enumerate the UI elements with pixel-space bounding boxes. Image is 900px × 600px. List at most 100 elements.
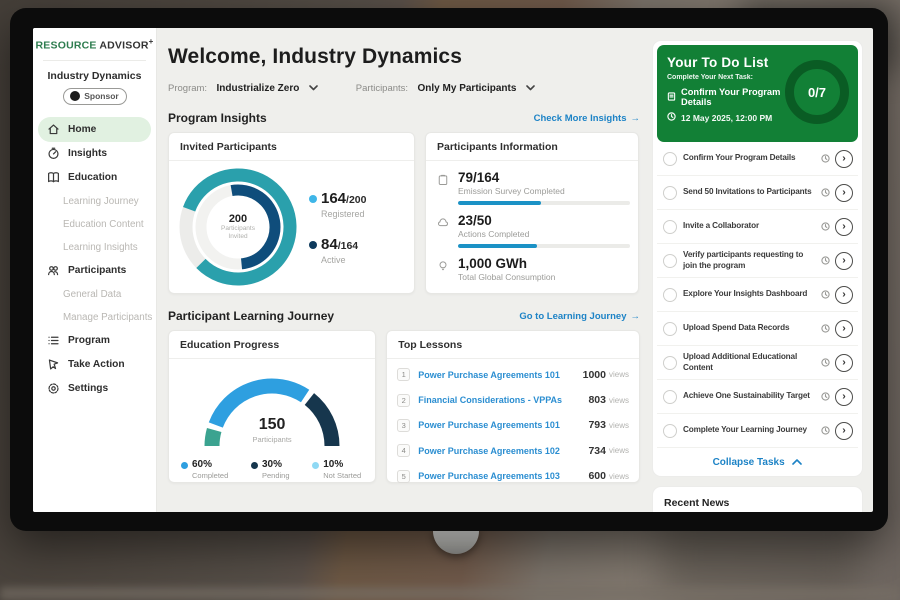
task-checkbox[interactable] — [663, 151, 677, 166]
views-word: views — [608, 395, 629, 405]
lesson-link[interactable]: Power Purchase Agreements 101 — [418, 369, 560, 380]
sidebar-item-education[interactable]: Education — [33, 166, 156, 190]
task-checkbox[interactable] — [663, 185, 677, 200]
section-title: Program Insights — [168, 111, 267, 125]
task-open-button[interactable]: › — [835, 217, 853, 236]
pending-clock-icon — [821, 354, 830, 372]
sidebar-item-insights[interactable]: Insights — [33, 142, 156, 166]
task-checkbox[interactable] — [663, 355, 677, 370]
lesson-link[interactable]: Power Purchase Agreements 101 — [418, 420, 560, 431]
task-open-button[interactable]: › — [835, 183, 853, 202]
task-open-button[interactable]: › — [835, 149, 853, 168]
task-checkbox[interactable] — [663, 253, 677, 268]
task-checkbox[interactable] — [663, 219, 677, 234]
pending-clock-icon — [821, 252, 830, 270]
book-icon — [47, 171, 60, 184]
progress-bar-fill — [458, 244, 538, 248]
task-open-button[interactable]: › — [835, 319, 853, 338]
donut-center-caption: Invited — [228, 233, 248, 240]
sidebar-item-program[interactable]: Program — [33, 329, 156, 353]
page-title: Welcome, Industry Dynamics — [168, 45, 462, 68]
todo-panel: Your To Do List Complete Your Next Task:… — [652, 40, 863, 477]
org-name: Industry Dynamics — [47, 69, 142, 82]
task-item[interactable]: Upload Spend Data Records › — [657, 312, 858, 346]
legend-pct: 60% — [192, 459, 213, 470]
task-item[interactable]: Upload Additional Educational Content › — [657, 346, 858, 380]
progress-bar-track — [458, 244, 630, 248]
sidebar-item-label: Learning Insights — [63, 241, 138, 253]
lesson-link[interactable]: Power Purchase Agreements 103 — [418, 471, 560, 482]
learning-journey-section-header: Participant Learning Journey Go to Learn… — [168, 309, 640, 323]
task-label: Complete Your Learning Journey — [683, 425, 807, 435]
collapse-tasks-link[interactable]: Collapse Tasks — [657, 448, 858, 476]
task-label: Send 50 Invitations to Participants — [683, 187, 812, 197]
task-open-button[interactable]: › — [835, 421, 853, 440]
gauge-center-caption: Participants — [252, 435, 292, 444]
program-filter[interactable]: Program: Industrialize Zero — [168, 78, 318, 96]
people-icon — [47, 264, 60, 277]
sidebar-item-label: Participants — [68, 265, 127, 276]
task-open-button[interactable]: › — [835, 387, 853, 406]
todo-hero-card: Your To Do List Complete Your Next Task:… — [657, 45, 858, 142]
sidebar-item-label: Learning Journey — [63, 195, 139, 207]
legend-value: 164 — [321, 189, 347, 207]
lessons-list: 1 Power Purchase Agreements 101 1000 vie… — [387, 359, 639, 489]
sidebar-item-learning-insights[interactable]: Learning Insights — [33, 236, 156, 259]
task-open-button[interactable]: › — [835, 353, 853, 372]
task-checkbox[interactable] — [663, 321, 677, 336]
participants-info-body: 79/164 Emission Survey Completed 23/50 A… — [426, 161, 638, 282]
task-open-button[interactable]: › — [835, 251, 853, 270]
link-label: Go to Learning Journey — [519, 310, 627, 322]
sidebar-item-education-content[interactable]: Education Content — [33, 213, 156, 236]
task-label: Upload Spend Data Records — [683, 323, 790, 333]
home-icon — [47, 123, 60, 136]
participants-filter[interactable]: Participants: Only My Participants — [356, 78, 535, 96]
legend-item-not-started: 10% Not Started — [312, 459, 361, 480]
sidebar-item-take-action[interactable]: Take Action — [33, 353, 156, 377]
sponsor-icon — [70, 91, 81, 101]
sidebar-item-learning-journey[interactable]: Learning Journey — [33, 190, 156, 213]
task-item[interactable]: Send 50 Invitations to Participants › — [657, 176, 858, 210]
legend-pct: 30% — [262, 459, 283, 470]
sidebar-item-participants[interactable]: Participants — [33, 259, 156, 283]
go-to-learning-journey-link[interactable]: Go to Learning Journey → — [519, 311, 640, 322]
legend-item-completed: 60% Completed — [181, 459, 228, 480]
pending-clock-icon — [821, 286, 830, 304]
todo-title: Your To Do List — [667, 55, 769, 70]
participants-filter-value: Only My Participants — [417, 83, 517, 94]
task-item[interactable]: Explore Your Insights Dashboard › — [657, 278, 858, 312]
views-count: 803 — [588, 394, 606, 407]
sidebar-item-label: Insights — [68, 148, 108, 159]
not-started-dot-icon — [312, 462, 320, 469]
task-open-button[interactable]: › — [835, 285, 853, 304]
task-item[interactable]: Verify participants requesting to join t… — [657, 244, 858, 278]
chevron-down-icon — [308, 78, 318, 96]
program-filter-label: Program: — [168, 83, 208, 94]
sidebar-item-home[interactable]: Home — [38, 116, 151, 142]
legend-value: 84 — [321, 235, 338, 253]
sidebar-item-label: Settings — [68, 383, 109, 394]
task-label: Explore Your Insights Dashboard — [683, 289, 808, 299]
lesson-link[interactable]: Power Purchase Agreements 102 — [418, 445, 560, 456]
task-checkbox[interactable] — [663, 389, 677, 404]
rank-badge: 3 — [397, 418, 411, 432]
donut-center-label: 200 Participants Invited — [175, 164, 301, 290]
task-item[interactable]: Complete Your Learning Journey › — [657, 414, 858, 448]
sidebar-item-general-data[interactable]: General Data — [33, 283, 156, 306]
lesson-link[interactable]: Financial Considerations - VPPAs — [418, 395, 563, 406]
gear-icon — [47, 382, 60, 395]
task-item[interactable]: Invite a Collaborator › — [657, 210, 858, 244]
task-item[interactable]: Achieve One Sustainability Target › — [657, 380, 858, 414]
task-label: Verify participants requesting to join t… — [683, 249, 804, 270]
legend-label: Registered — [321, 208, 365, 219]
check-more-insights-link[interactable]: Check More Insights → — [534, 113, 640, 124]
sidebar-item-manage-participants[interactable]: Manage Participants — [33, 306, 156, 329]
education-progress-card: Education Progress 150 Participants 60% … — [168, 330, 377, 483]
brand-resource: RESOURCE — [35, 39, 97, 52]
task-checkbox[interactable] — [663, 287, 677, 302]
task-checkbox[interactable] — [663, 423, 677, 438]
task-item[interactable]: Confirm Your Program Details › — [657, 142, 858, 176]
legend-item-pending: 30% Pending — [251, 459, 290, 480]
sidebar-item-settings[interactable]: Settings — [33, 377, 156, 401]
filter-bar: Program: Industrialize Zero Participants… — [168, 78, 640, 96]
